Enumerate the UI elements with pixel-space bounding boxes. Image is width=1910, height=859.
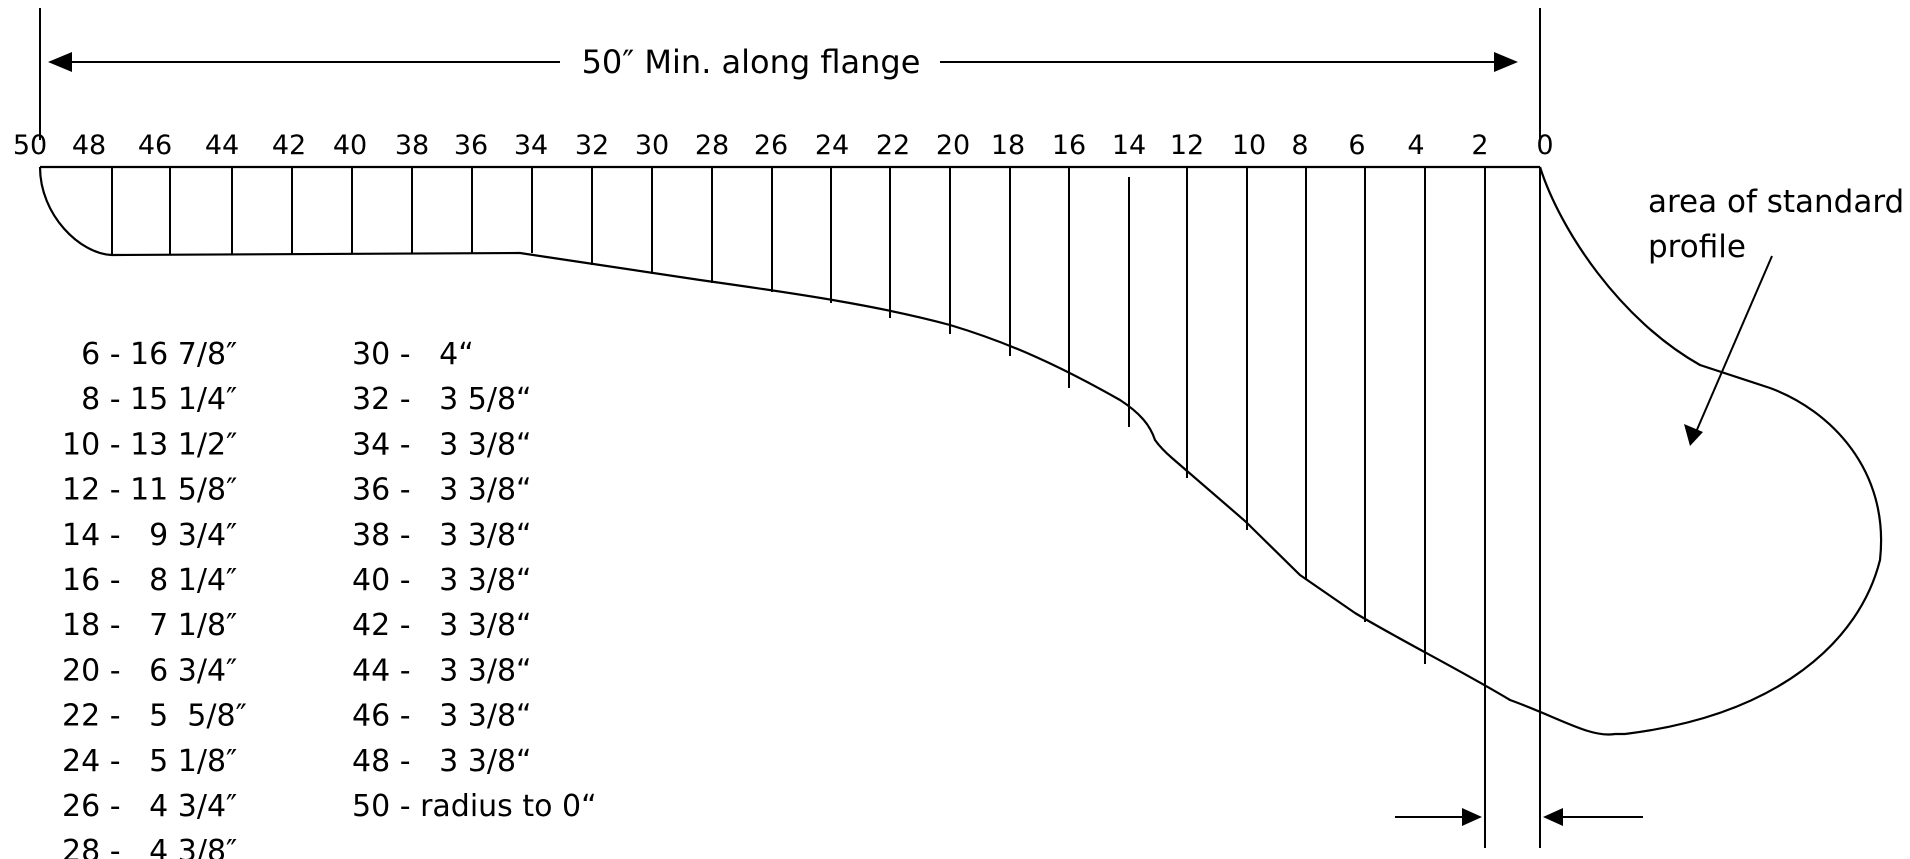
arrowhead-left-icon <box>48 52 72 72</box>
measurement-row: 46 - 3 3/8“ <box>352 699 532 734</box>
measurement-row: 14 - 9 3/4″ <box>62 518 237 553</box>
scale-tick-label: 22 <box>876 130 910 161</box>
scale-tick-label: 0 <box>1536 130 1553 161</box>
scale-tick-label: 6 <box>1348 130 1365 161</box>
measurement-row: 6 - 16 7/8″ <box>62 337 237 372</box>
scale-tick-label: 10 <box>1232 130 1266 161</box>
arrowhead-right-icon <box>1494 52 1518 72</box>
scale-tick-label: 12 <box>1170 130 1204 161</box>
measurement-row: 44 - 3 3/8“ <box>352 653 532 688</box>
measurement-row: 32 - 3 5/8“ <box>352 382 532 417</box>
scale-tick-label: 44 <box>205 130 239 161</box>
scale-tick-label: 38 <box>395 130 429 161</box>
profile-outline <box>38 166 1625 736</box>
measurement-row: 36 - 3 3/8“ <box>352 473 532 508</box>
scale-tick-label: 50 <box>13 130 47 161</box>
measurement-row: 16 - 8 1/4″ <box>62 563 237 598</box>
area-label-line1: area of standard <box>1648 184 1904 220</box>
gap-arrowhead-right-icon <box>1543 808 1563 826</box>
measurement-row: 42 - 3 3/8“ <box>352 608 532 643</box>
measurement-row: 50 - radius to 0“ <box>352 789 597 824</box>
measurement-table-left: 6 - 16 7/8″ 8 - 15 1/4″ 10 - 13 1/2″ 12 - … <box>62 337 247 859</box>
scale-tick-labels: 50 48 46 44 42 40 38 36 34 32 30 28 26 24 22 20 18 16 14 12… <box>13 130 1554 161</box>
measurement-row: 12 - 11 5/8″ <box>62 473 237 508</box>
standard-profile-area-outline <box>1538 166 1883 736</box>
gap-arrowhead-left-icon <box>1462 808 1482 826</box>
scale-tick-label: 48 <box>72 130 106 161</box>
area-pointer-arrow-icon <box>1684 424 1703 446</box>
measurement-table-right: 30 - 4“ 32 - 3 5/8“ 34 - 3 3/8“ 36 - 3 3/8“… <box>352 337 597 824</box>
scale-tick-label: 20 <box>936 130 970 161</box>
station-lines <box>111 167 1426 664</box>
measurement-row: 26 - 4 3/4″ <box>62 789 237 824</box>
measurement-row: 48 - 3 3/8“ <box>352 744 532 779</box>
measurement-row: 10 - 13 1/2″ <box>62 427 237 462</box>
measurement-row: 38 - 3 3/8“ <box>352 518 532 553</box>
scale-tick-label: 24 <box>815 130 849 161</box>
measurement-row: 18 - 7 1/8″ <box>62 608 237 643</box>
scale-tick-label: 42 <box>272 130 306 161</box>
scale-tick-label: 2 <box>1471 130 1488 161</box>
dimension-arrow <box>48 52 1518 72</box>
scale-tick-label: 28 <box>695 130 729 161</box>
measurement-row: 40 - 3 3/8“ <box>352 563 532 598</box>
measurement-row: 24 - 5 1/8″ <box>62 744 237 779</box>
scale-tick-label: 46 <box>138 130 172 161</box>
scale-tick-label: 40 <box>333 130 367 161</box>
scale-tick-label: 4 <box>1407 130 1424 161</box>
area-label-line2: profile <box>1648 229 1746 265</box>
measurement-row: 20 - 6 3/4″ <box>62 653 237 688</box>
scale-tick-label: 30 <box>635 130 669 161</box>
scale-tick-label: 36 <box>454 130 488 161</box>
scale-tick-label: 34 <box>514 130 548 161</box>
scale-tick-label: 14 <box>1112 130 1146 161</box>
scale-tick-label: 26 <box>754 130 788 161</box>
measurement-row: 8 - 15 1/4″ <box>62 382 237 417</box>
scale-tick-label: 8 <box>1291 130 1308 161</box>
dimension-label: 50″ Min. along flange <box>582 43 921 81</box>
area-pointer-line <box>1695 255 1773 433</box>
measurement-row: 34 - 3 3/8“ <box>352 427 532 462</box>
measurement-row: 28 - 4 3/8″ <box>62 834 237 859</box>
scale-tick-label: 16 <box>1052 130 1086 161</box>
scale-tick-label: 18 <box>991 130 1025 161</box>
scale-tick-label: 32 <box>575 130 609 161</box>
measurement-row: 30 - 4“ <box>352 337 474 372</box>
measurement-row: 22 - 5 5/8″ <box>62 699 247 734</box>
